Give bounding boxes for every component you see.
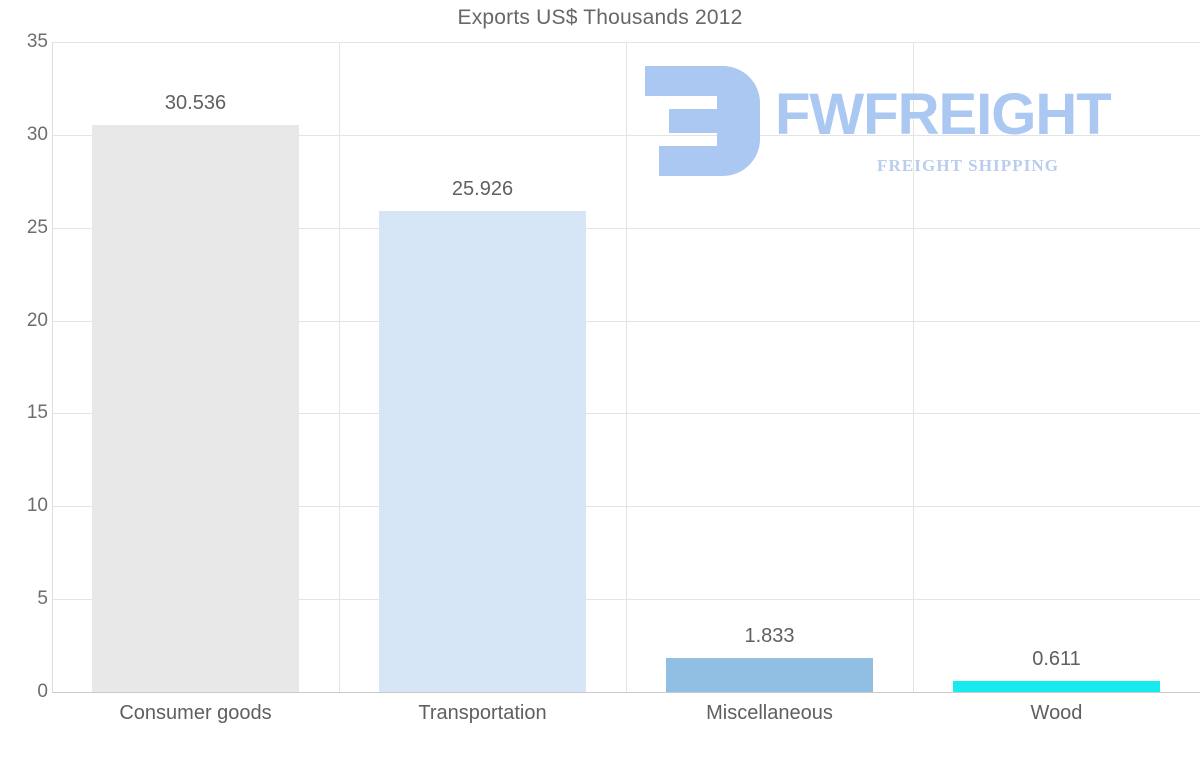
y-axis-tick-label: 0 <box>37 681 48 702</box>
bar-value-label: 0.611 <box>1032 647 1081 670</box>
x-axis-category-label: Consumer goods <box>119 702 272 724</box>
plot-area: 0 5 10 15 20 25 30 35 30.536 25.926 1.833 0.611 <box>27 31 1200 702</box>
gridline-vertical <box>626 42 627 692</box>
bar-value-label: 1.833 <box>744 624 795 647</box>
gridline-vertical <box>339 42 340 692</box>
y-axis-tick-label: 15 <box>26 402 48 424</box>
y-axis-tick-label: 10 <box>26 495 48 517</box>
gridline-horizontal <box>52 692 1200 693</box>
gridline-vertical <box>52 42 53 692</box>
chart-title: Exports US$ Thousands 2012 <box>457 6 743 29</box>
bar-value-label: 30.536 <box>164 91 227 114</box>
bar[interactable] <box>953 680 1160 692</box>
y-axis-tick-label: 20 <box>26 309 48 331</box>
y-axis-tick-label: 25 <box>26 216 48 238</box>
bar[interactable] <box>379 210 586 692</box>
bar-value-label: 25.926 <box>451 177 514 200</box>
bar[interactable] <box>92 124 299 692</box>
y-axis-tick-label: 30 <box>26 123 48 145</box>
x-axis-category-label: Miscellaneous <box>706 702 833 724</box>
y-axis-tick-label: 35 <box>26 31 48 52</box>
bar[interactable] <box>666 657 873 692</box>
gridline-vertical <box>913 42 914 692</box>
x-axis-category-label: Wood <box>1030 702 1083 724</box>
x-axis-category-label: Transportation <box>418 702 547 724</box>
y-axis-tick-label: 5 <box>37 588 48 610</box>
